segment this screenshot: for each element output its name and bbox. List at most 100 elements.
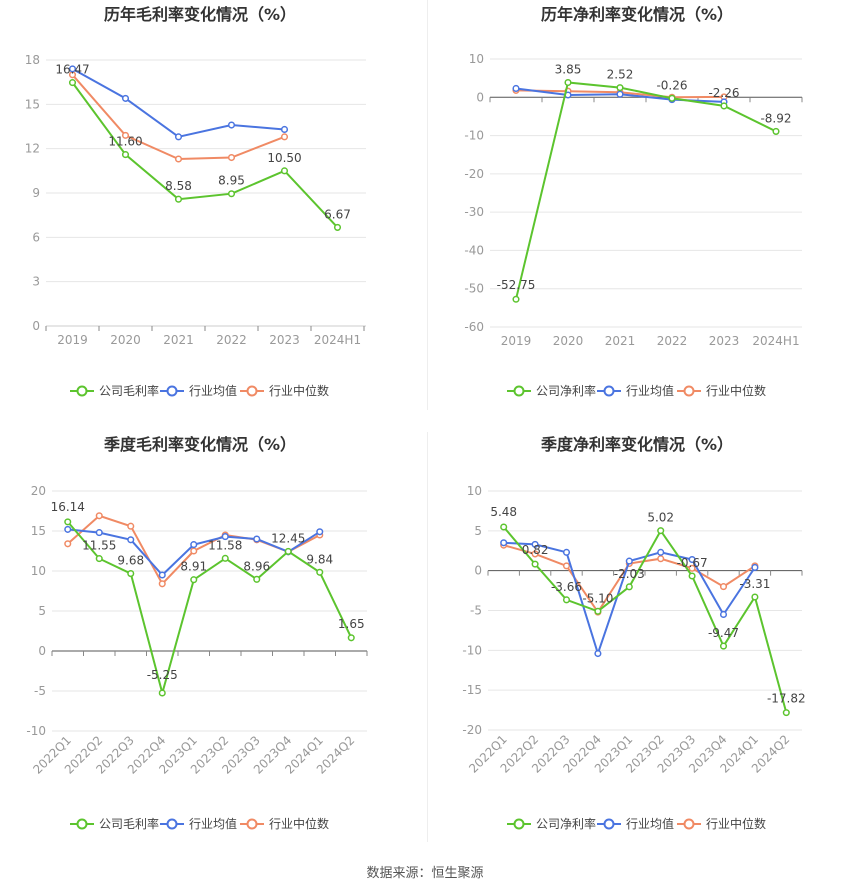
y-tick-label: -10 — [464, 129, 484, 143]
y-tick-label: -50 — [464, 282, 484, 296]
data-point-company — [95, 555, 103, 563]
data-point-avg — [64, 525, 72, 533]
data-point-avg — [316, 528, 324, 536]
data-point-avg — [190, 541, 198, 549]
data-label: -17.82 — [767, 692, 806, 706]
legend-marker — [76, 385, 88, 397]
legend-marker — [603, 385, 615, 397]
y-tick-label: -30 — [464, 205, 484, 219]
data-point-company — [127, 570, 135, 578]
legend-marker — [246, 818, 258, 830]
data-point-median — [64, 540, 72, 548]
data-point-median — [190, 547, 198, 555]
legend-item-avg: 行业均值 — [597, 383, 674, 398]
data-label: 9.84 — [306, 552, 333, 566]
data-point-avg — [253, 535, 261, 543]
data-point-company — [625, 583, 633, 591]
panel-divider-top — [427, 0, 428, 410]
legend-item-company: 公司净利率 — [507, 816, 596, 831]
legend-item-median: 行业中位数 — [677, 383, 766, 398]
data-label: 1.65 — [338, 617, 365, 631]
legend-marker — [76, 818, 88, 830]
data-point-company — [333, 223, 342, 231]
data-point-avg — [500, 539, 508, 547]
data-point-avg — [127, 536, 135, 544]
data-label: 8.91 — [180, 560, 207, 574]
chart-4: 季度净利率变化情况（%）-20-15-10-505102022Q12022Q22… — [462, 435, 805, 831]
chart-title: 历年净利率变化情况（%） — [541, 5, 733, 24]
data-point-avg — [657, 548, 665, 556]
y-tick-label: 5 — [474, 524, 482, 538]
data-point-median — [562, 562, 571, 570]
chart-title: 季度净利率变化情况（%） — [540, 435, 733, 454]
data-point-company — [657, 527, 665, 535]
legend-label: 公司净利率 — [536, 383, 596, 398]
data-label: 6.67 — [324, 207, 351, 221]
x-tick-label: 2022 — [657, 334, 688, 348]
legend-marker — [166, 818, 178, 830]
y-tick-label: 6 — [32, 230, 40, 244]
data-label: 11.55 — [82, 539, 116, 553]
y-tick-label: 10 — [467, 484, 482, 498]
y-tick-label: 10 — [31, 564, 46, 578]
y-tick-label: -60 — [464, 320, 484, 334]
y-tick-label: 15 — [31, 524, 46, 538]
data-label: -0.26 — [656, 78, 687, 92]
chart-1: 历年毛利率变化情况（%） 0 3 6 9 12 15 18 2019 2020 2021 2022 20… — [25, 5, 366, 398]
data-point-company — [68, 79, 77, 87]
legend-item-company: 公司毛利率 — [70, 383, 159, 398]
data-label: -3.31 — [739, 577, 770, 591]
data-point-avg — [688, 555, 696, 564]
legend-item-median: 行业中位数 — [240, 816, 329, 831]
legend-label: 行业均值 — [189, 816, 237, 831]
data-point-median — [719, 583, 728, 591]
y-tick-label: -20 — [462, 723, 482, 737]
y-tick-label: 0 — [474, 564, 482, 578]
y-tick-label: 5 — [38, 604, 46, 618]
legend-item-median: 行业中位数 — [677, 816, 766, 831]
legend-label: 行业中位数 — [706, 816, 766, 831]
data-label: 8.96 — [243, 559, 270, 573]
data-label: -8.92 — [760, 111, 791, 125]
data-label: -2.26 — [708, 86, 739, 100]
y-tick-label: 0 — [32, 319, 40, 333]
x-tick-label: 2019 — [57, 333, 88, 347]
legend-label: 公司净利率 — [536, 816, 596, 831]
data-label: -5.10 — [582, 591, 613, 605]
data-point-median — [174, 155, 183, 163]
x-tick-label: 2024H1 — [752, 334, 799, 348]
data-label: -2.03 — [614, 567, 645, 581]
y-tick-label: 12 — [25, 142, 40, 156]
legend-label: 行业均值 — [626, 816, 674, 831]
data-point-median — [127, 522, 135, 530]
legend-marker — [683, 818, 695, 830]
data-label: -5.25 — [147, 668, 178, 682]
data-point-company — [190, 576, 198, 584]
legend-marker — [603, 818, 615, 830]
legend-item-company: 公司毛利率 — [70, 816, 159, 831]
y-tick-label: -10 — [462, 643, 482, 657]
data-point-median — [227, 153, 236, 162]
data-point-company — [221, 554, 229, 562]
data-point-median — [95, 512, 103, 520]
y-tick-label: -5 — [470, 604, 482, 618]
legend-marker — [166, 385, 178, 397]
data-point-avg — [719, 610, 728, 619]
legend-item-median: 行业中位数 — [240, 383, 329, 398]
x-tick-label: 2022 — [216, 333, 247, 347]
data-label: -0.67 — [677, 556, 708, 570]
x-tick-label: 2020 — [110, 333, 141, 347]
data-point-company — [253, 575, 261, 583]
data-point-company — [564, 78, 572, 87]
chart-title: 历年毛利率变化情况（%） — [104, 5, 296, 24]
data-point-avg — [531, 540, 539, 548]
y-tick-label: 0 — [38, 644, 46, 658]
data-point-company — [227, 190, 236, 198]
data-point-company — [720, 102, 728, 110]
y-tick-label: 9 — [32, 186, 40, 200]
series-line-company — [71, 82, 339, 229]
data-point-avg — [594, 649, 602, 658]
data-point-median — [688, 564, 696, 572]
data-point-company — [500, 523, 508, 531]
data-point-company — [562, 596, 571, 604]
